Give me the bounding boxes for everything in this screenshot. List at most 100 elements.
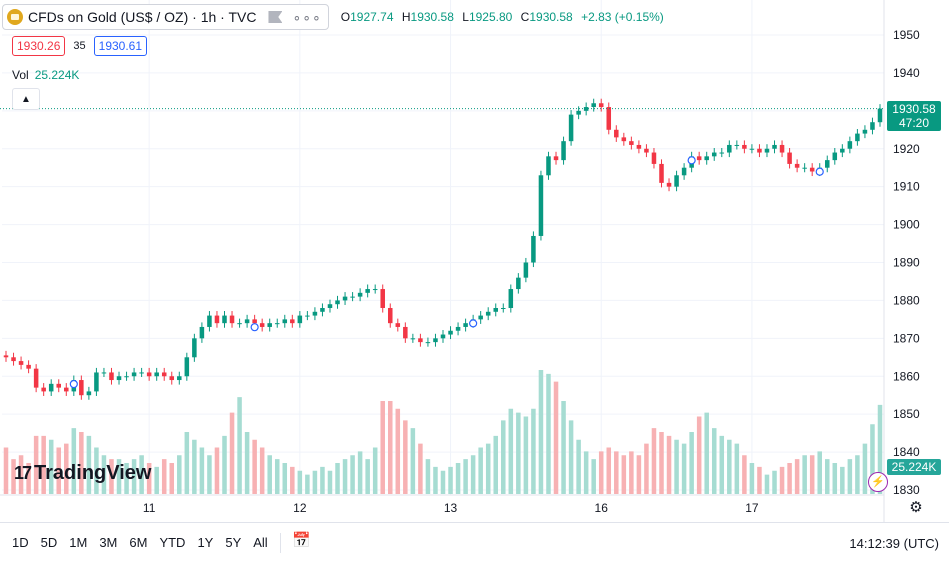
price-axis[interactable]: 1830 1840 1850 1860 1870 1880 1890 1900 1910 1920…	[893, 28, 920, 497]
price-tick-label: 1910	[893, 180, 920, 194]
candle-body	[11, 357, 16, 362]
buy-button[interactable]: 1930.61	[93, 36, 148, 56]
candle-body	[455, 326, 461, 331]
candle-body	[463, 323, 468, 327]
tradingview-logo[interactable]: 17 TradingView	[14, 462, 151, 485]
candle-body	[824, 160, 830, 168]
gear-icon[interactable]: ⚙	[909, 499, 923, 516]
candle-body	[523, 262, 529, 278]
range-button-1y[interactable]: 1Y	[197, 535, 214, 550]
candle-body	[598, 103, 604, 108]
volume-bar	[779, 466, 785, 494]
candle-body	[3, 355, 9, 358]
volume-bar	[501, 420, 506, 494]
volume-bar	[772, 470, 777, 494]
symbol-title[interactable]: CFDs on Gold (US$ / OZ) · 1h · TVC	[28, 9, 257, 25]
volume-bar	[516, 412, 521, 494]
volume-bar	[177, 455, 182, 494]
volume-bar	[689, 432, 694, 494]
sell-button[interactable]: 1930.26	[12, 36, 66, 56]
volume-bar	[546, 373, 551, 494]
range-button-5y[interactable]: 5Y	[225, 535, 242, 550]
volume-bar	[94, 447, 99, 494]
candle-body	[131, 372, 137, 377]
candle-body	[764, 148, 770, 153]
candle-body	[734, 144, 740, 146]
open-label: O	[340, 10, 351, 24]
volume-bar	[387, 401, 393, 494]
volume-bar	[86, 435, 92, 494]
candle-body	[372, 289, 378, 291]
collapse-legend-button[interactable]: ▲	[12, 88, 40, 110]
volume-bar	[365, 459, 370, 494]
last-price-value: 1930.58	[892, 102, 936, 116]
volume-bar	[591, 459, 596, 494]
volume-bar	[214, 447, 220, 494]
volume-bar	[448, 466, 453, 494]
logo-text: TradingView	[34, 462, 152, 484]
volume-bar	[862, 443, 868, 494]
volume-legend: Vol 25.224K	[12, 68, 79, 82]
volume-bar	[666, 435, 672, 494]
candle-body	[448, 330, 453, 335]
volume-bar	[742, 455, 747, 494]
candle-body	[357, 292, 363, 297]
range-button-3m[interactable]: 3M	[99, 535, 118, 550]
event-marker	[69, 379, 78, 389]
range-button-all[interactable]: All	[253, 535, 268, 550]
price-tick-label: 1920	[893, 142, 920, 156]
volume-bar	[410, 428, 416, 494]
time-tick-label: 11	[143, 501, 156, 515]
utc-clock[interactable]: 14:12:39 (UTC)	[849, 536, 939, 551]
candle-body	[433, 338, 438, 343]
range-button-5d[interactable]: 5D	[40, 535, 58, 550]
candle-body	[161, 372, 167, 377]
candle-body	[568, 114, 574, 142]
candle-body	[274, 323, 280, 325]
candle-body	[877, 108, 883, 123]
volume-bar	[56, 447, 62, 494]
volume-bar	[259, 447, 265, 494]
candle-body	[531, 235, 536, 263]
chart-header: CFDs on Gold (US$ / OZ) · 1h · TVC ∘∘∘ O…	[2, 4, 669, 30]
volume-bar	[824, 459, 830, 494]
volume-bar	[787, 463, 792, 494]
volume-bar	[350, 455, 355, 494]
time-tick-label: 12	[293, 501, 307, 515]
range-button-6m[interactable]: 6M	[129, 535, 148, 550]
time-tick-label: 16	[595, 501, 609, 515]
range-button-1m[interactable]: 1M	[69, 535, 88, 550]
candle-body	[403, 326, 408, 339]
volume-bar	[282, 463, 288, 494]
candle-body	[418, 338, 423, 343]
volume-bar	[79, 432, 84, 494]
volume-bar	[252, 439, 257, 494]
symbol-selector[interactable]: CFDs on Gold (US$ / OZ) · 1h · TVC ∘∘∘	[2, 4, 329, 30]
volume-bar	[674, 439, 679, 494]
candle-body	[651, 152, 657, 164]
flag-icon[interactable]	[268, 11, 283, 23]
range-button-ytd[interactable]: YTD	[159, 535, 186, 550]
volume-bar	[470, 455, 476, 494]
volume-bar	[508, 408, 514, 494]
candle-body	[779, 144, 785, 153]
calendar-icon[interactable]: 📅	[292, 532, 311, 549]
candle-body	[727, 144, 732, 153]
candle-body	[425, 342, 431, 344]
candle-body	[704, 156, 709, 161]
toolbar-divider	[280, 533, 281, 553]
more-options-icon[interactable]: ∘∘∘	[292, 8, 322, 25]
candle-body	[33, 368, 39, 388]
range-button-1d[interactable]: 1D	[12, 535, 29, 550]
volume-bar	[297, 470, 303, 494]
candle-body	[794, 163, 800, 168]
volume-bar	[636, 455, 642, 494]
volume-bar	[184, 432, 190, 494]
time-axis[interactable]: 11 12 13 16 17	[143, 501, 759, 515]
candle-body	[629, 141, 634, 145]
candle-body	[139, 372, 144, 374]
candle-body	[365, 289, 370, 293]
lightning-icon[interactable]: ⚡	[868, 472, 888, 492]
volume-layer	[3, 370, 883, 494]
